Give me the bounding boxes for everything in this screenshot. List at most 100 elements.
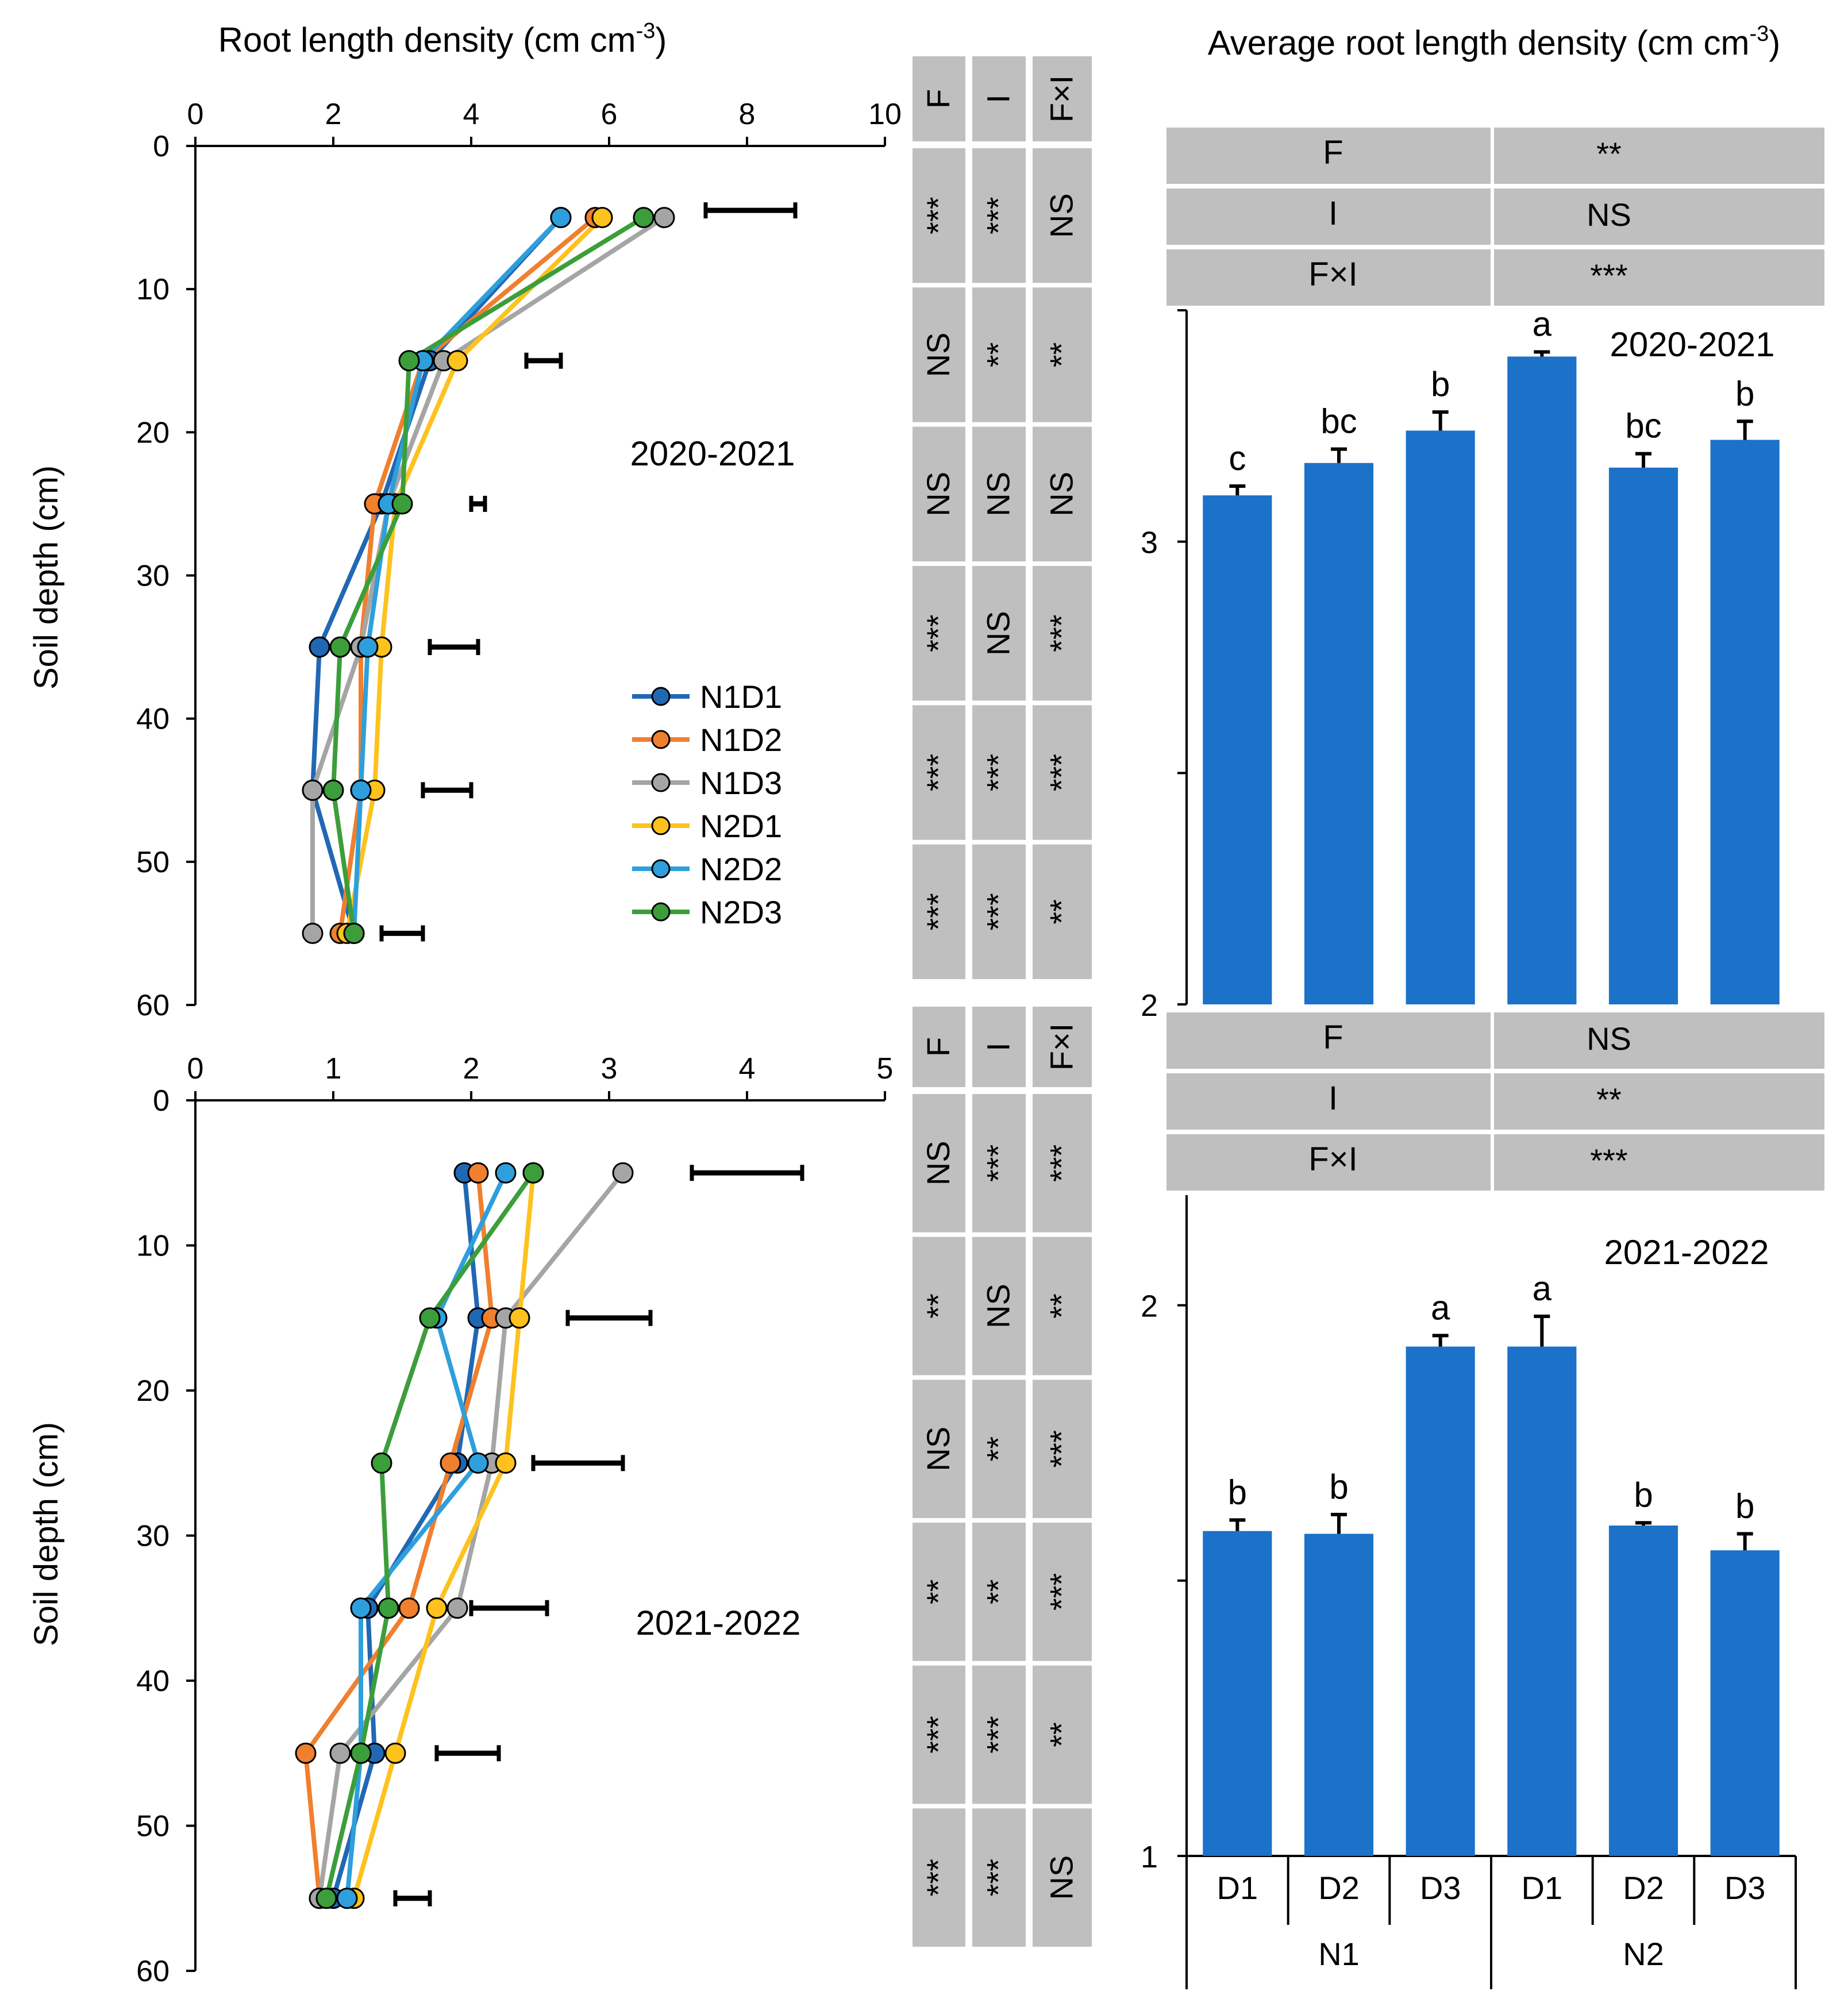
bar-chart-1-anova-sig-cell [1494, 128, 1824, 184]
line-chart-1-y-tick-label: 60 [136, 989, 170, 1022]
line-chart-2-x-tick-label: 5 [877, 1052, 894, 1085]
bar-chart-1-letter: b [1431, 365, 1450, 403]
line-chart-1-sig-value: *** [980, 754, 1017, 791]
line-chart-2-sig-value: *** [920, 1716, 956, 1753]
line-chart-1-sig-value: *** [920, 614, 956, 652]
bar-chart-2-title: 2021-2022 [1604, 1233, 1769, 1272]
bar-chart-1-y-tick-label: 2 [1141, 988, 1158, 1023]
line-chart-2-point-n1d2 [296, 1743, 315, 1763]
bar-chart-2-letter: b [1735, 1486, 1754, 1525]
bar-chart-2-letter: b [1329, 1468, 1348, 1506]
bar-chart-1-anova-sig-cell [1494, 188, 1824, 245]
line-chart-1-x-tick-label: 6 [601, 98, 618, 131]
line-chart-2-y-tick-label: 20 [136, 1374, 170, 1408]
legend-label-n2d2: N2D2 [700, 851, 782, 887]
bar-chart-1-anova-factor: I [1329, 195, 1338, 232]
line-chart-1-sig-value: *** [1044, 754, 1080, 791]
legend-marker-n2d2 [652, 860, 669, 877]
line-chart-2-sig-value: NS [920, 1141, 956, 1185]
line-chart-2-point-n2d3 [420, 1308, 440, 1328]
legend-label-n1d2: N1D2 [700, 722, 782, 758]
bar-chart-2-letter: a [1533, 1269, 1552, 1308]
line-chart-2-sig-value: ** [980, 1436, 1017, 1462]
bar-chart-2-anova-factor: F×I [1308, 1141, 1357, 1178]
line-chart-2-point-n2d1 [510, 1308, 529, 1328]
line-chart-2-sig-value: ** [920, 1580, 956, 1605]
line-chart-1-point-n2d3 [634, 208, 653, 228]
bar-chart-1-anova-sig: ** [1596, 136, 1622, 172]
bar-chart-2-x-sub-label: D1 [1522, 1870, 1563, 1906]
line-chart-1-point-n2d3 [392, 494, 412, 514]
line-chart-1-point-n1d3 [654, 208, 674, 228]
line-chart-2-title: 2021-2022 [636, 1604, 801, 1642]
bar-chart-2-bar-n1d3 [1406, 1347, 1475, 1856]
line-chart-2-sig-value: NS [1044, 1855, 1080, 1900]
line-chart-2-sig-value: NS [920, 1427, 956, 1472]
line-chart-2-x-tick-label: 1 [325, 1052, 342, 1085]
line-chart-2-sig-header-fxi: F×I [1044, 1023, 1080, 1070]
line-chart-2-sig-value: *** [980, 1859, 1017, 1896]
bar-chart-1-bar-n1d2 [1304, 463, 1373, 1004]
line-chart-2-y-tick-label: 40 [136, 1665, 170, 1698]
line-chart-1-x-tick-label: 8 [739, 98, 756, 131]
line-chart-1-series-line-n2d1 [347, 218, 602, 934]
bar-chart-1-letter: bc [1625, 407, 1661, 445]
line-chart-2-sig-header-f: F [920, 1037, 956, 1057]
line-chart-1-point-n2d3 [344, 923, 364, 943]
line-chart-1-x-tick-label: 0 [187, 98, 204, 131]
line-chart-1-sig-value: NS [920, 472, 956, 517]
bar-chart-2-x-sub-label: D3 [1724, 1870, 1766, 1906]
legend-label-n1d1: N1D1 [700, 679, 782, 715]
bar-chart-2-x-sub-label: D1 [1217, 1870, 1258, 1906]
line-chart-1-point-n2d1 [592, 208, 612, 228]
line-chart-1-xlabel: Root length density (cm cm-3) [218, 19, 667, 59]
line-chart-2-y-tick-label: 30 [136, 1520, 170, 1553]
line-chart-1-point-n1d3 [303, 780, 322, 800]
line-chart-1-sig-value: ** [1044, 342, 1080, 368]
bar-chart-2-y-tick-label: 1 [1141, 1840, 1158, 1874]
line-chart-2-sig-value: *** [980, 1716, 1017, 1753]
line-chart-2-sig-value: *** [1044, 1145, 1080, 1182]
line-chart-2-series-line-n2d2 [347, 1173, 506, 1898]
legend-marker-n1d1 [652, 688, 669, 705]
line-chart-2-sig-value: ** [1044, 1293, 1080, 1319]
line-chart-1-point-n2d3 [399, 351, 419, 371]
bar-chart-1-letter: bc [1320, 402, 1357, 441]
line-chart-1-x-tick-label: 4 [463, 98, 480, 131]
line-chart-2-y-tick-label: 50 [136, 1810, 170, 1843]
bar-chart-1-bar-n2d3 [1711, 440, 1780, 1004]
line-chart-2-point-n2d2 [337, 1889, 357, 1908]
line-chart-2-sig-value: *** [1044, 1430, 1080, 1468]
bar-chart-2-anova-sig: NS [1587, 1020, 1631, 1057]
line-chart-1-point-n1d3 [303, 923, 322, 943]
bar-chart-1-anova-sig: NS [1587, 197, 1631, 233]
line-chart-1-sig-value: NS [1044, 193, 1080, 238]
line-chart-2-point-n2d1 [427, 1599, 446, 1618]
line-chart-1-y-tick-label: 10 [136, 273, 170, 306]
line-chart-1-sig-value: NS [1044, 472, 1080, 517]
line-chart-1-sig-value: *** [920, 754, 956, 791]
line-chart-1-sig-value: ** [980, 342, 1017, 368]
line-chart-1-point-n2d3 [330, 637, 350, 657]
line-chart-1-point-n1d1 [310, 637, 329, 657]
bar-chart-2-bar-n2d3 [1711, 1550, 1780, 1856]
line-chart-1-sig-value: *** [920, 197, 956, 234]
line-chart-1-title: 2020-2021 [630, 434, 795, 473]
legend-label-n1d3: N1D3 [700, 765, 782, 801]
bar-chart-1-bar-n2d1 [1507, 357, 1576, 1004]
line-chart-2-x-tick-label: 3 [601, 1052, 618, 1085]
line-chart-2-y-tick-label: 0 [153, 1084, 170, 1118]
line-chart-2-y-tick-label: 60 [136, 1955, 170, 1988]
line-chart-1-x-tick-label: 2 [325, 98, 342, 131]
bar-chart-2-anova-sig: ** [1596, 1081, 1622, 1118]
line-chart-2-sig-value: ** [920, 1293, 956, 1319]
line-chart-1-y-tick-label: 30 [136, 560, 170, 593]
line-chart-1-y-tick-label: 50 [136, 846, 170, 879]
line-chart-1-y-tick-label: 0 [153, 130, 170, 163]
legend-marker-n1d3 [652, 774, 669, 791]
bar-chart-2-x-sub-label: D2 [1318, 1870, 1360, 1906]
line-chart-1-point-n2d2 [551, 208, 571, 228]
line-chart-2-point-n1d3 [330, 1743, 350, 1763]
bar-chart-2-bar-n2d2 [1609, 1526, 1678, 1856]
line-chart-1-point-n2d2 [351, 780, 371, 800]
